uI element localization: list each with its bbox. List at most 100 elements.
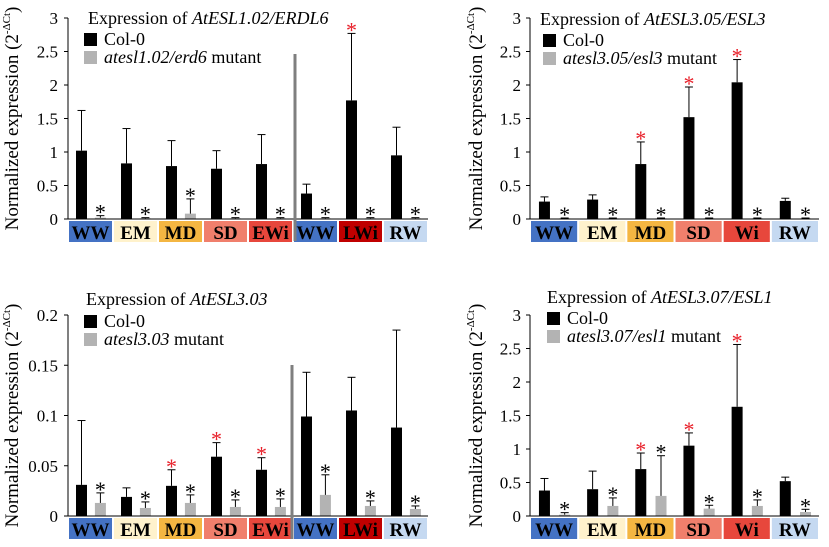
bar-col0: [256, 469, 267, 516]
significance-star: *: [346, 17, 357, 42]
y-tick-label: 2.5: [500, 340, 521, 359]
significance-star: *: [752, 202, 763, 227]
bar-col0: [391, 427, 402, 516]
condition-cell: [294, 221, 337, 242]
y-tick-label: 1: [513, 440, 522, 459]
condition-label: Wi: [735, 223, 759, 244]
y-tick-label: 0.5: [37, 177, 58, 196]
y-axis-title: Normalized expression (2-ΔCt): [1, 7, 23, 231]
y-axis-title: Normalized expression (2-ΔCt): [1, 304, 23, 528]
y-tick-label: 0.05: [28, 457, 58, 476]
bar-col0: [731, 82, 743, 219]
condition-label: RW: [389, 223, 421, 244]
legend-swatch: [543, 34, 556, 47]
chart-title: Expression of AtESL3.03: [86, 289, 268, 309]
legend-swatch: [547, 330, 560, 343]
bar-col0: [779, 481, 791, 516]
bar-col0: [346, 100, 357, 219]
condition-cell: [627, 518, 674, 539]
y-tick-label: 0.2: [37, 306, 58, 325]
legend-label: Col-0: [567, 308, 608, 328]
condition-label: MD: [635, 223, 667, 244]
bar-mutant: [800, 511, 812, 516]
condition-cell: [675, 221, 722, 242]
significance-star: *: [95, 200, 106, 225]
significance-star: *: [320, 202, 331, 227]
significance-star: *: [704, 202, 715, 227]
condition-label: EWi: [252, 223, 289, 244]
significance-star: *: [166, 454, 177, 479]
significance-star: *: [683, 417, 694, 442]
y-tick-label: 1.5: [500, 110, 521, 129]
significance-star: *: [704, 489, 715, 514]
y-tick-label: 0.15: [28, 356, 58, 375]
condition-label: EM: [587, 520, 618, 541]
bar-mutant: [274, 506, 286, 516]
condition-cell: [249, 518, 292, 539]
condition-cell: [69, 221, 112, 242]
y-tick-label: 0.5: [500, 177, 521, 196]
y-tick-label: 1: [50, 143, 59, 162]
significance-star: *: [683, 71, 694, 96]
bar-mutant: [94, 502, 106, 516]
condition-label: MD: [165, 223, 197, 244]
significance-star: *: [185, 479, 196, 504]
bar-col0: [538, 490, 550, 516]
bar-col0: [301, 193, 312, 219]
y-axis-title: Normalized expression (2-ΔCt): [465, 304, 487, 528]
bar-mutant: [559, 514, 571, 516]
significance-star: *: [95, 477, 106, 502]
condition-cell: [159, 518, 202, 539]
significance-star: *: [140, 486, 151, 511]
condition-cell: [204, 221, 247, 242]
bar-mutant: [364, 505, 376, 516]
condition-cell: [114, 518, 157, 539]
significance-star: *: [635, 437, 646, 462]
bar-col0: [76, 484, 87, 516]
bar-col0: [635, 469, 647, 516]
condition-label: WW: [535, 223, 573, 244]
condition-label: WW: [72, 520, 110, 541]
significance-star: *: [732, 328, 743, 353]
y-tick-label: 2: [513, 373, 522, 392]
condition-cell: [675, 518, 722, 539]
y-tick-label: 1.5: [37, 110, 58, 129]
significance-star: *: [365, 485, 376, 510]
legend-swatch: [84, 51, 97, 64]
legend-label: atesl3.07/esl1 mutant: [567, 326, 721, 346]
bar-col0: [683, 117, 695, 219]
legend-swatch: [547, 312, 560, 325]
condition-label: WW: [72, 223, 110, 244]
condition-cell: [579, 518, 626, 539]
legend-label: atesl3.03 mutant: [104, 329, 224, 349]
condition-label: Wi: [735, 520, 759, 541]
bar-col0: [538, 201, 550, 219]
chart-panel-3: 0 0.05 0.1 0.15 0.2 Normalized expression (2-…: [1, 289, 428, 541]
bar-col0: [391, 155, 402, 219]
condition-label: MD: [635, 520, 667, 541]
chart-title: Expression of AtESL3.05/ESL3: [540, 9, 766, 29]
condition-cell: [339, 518, 382, 539]
bar-col0: [587, 489, 599, 516]
bar-col0: [779, 200, 791, 219]
y-tick-label: 1.5: [500, 407, 521, 426]
condition-cell: [159, 221, 202, 242]
y-tick-label: 3: [513, 306, 522, 325]
condition-cell: [69, 518, 112, 539]
legend-swatch: [84, 315, 97, 328]
legend-label: Col-0: [563, 30, 604, 50]
condition-cell: [627, 221, 674, 242]
condition-cell: [114, 221, 157, 242]
condition-cell: [249, 221, 292, 242]
significance-star: *: [275, 202, 286, 227]
chart-panel-2: 0 0.5 1 1.5 2 2.5 3 Normalized expression (2-ΔC…: [465, 7, 819, 244]
condition-cell: [339, 221, 382, 242]
bar-col0: [76, 150, 87, 219]
bar-col0: [211, 168, 222, 219]
condition-label: EM: [587, 223, 618, 244]
condition-cell: [771, 221, 818, 242]
condition-label: SD: [686, 223, 710, 244]
significance-star: *: [800, 493, 811, 518]
significance-star: *: [211, 427, 222, 452]
